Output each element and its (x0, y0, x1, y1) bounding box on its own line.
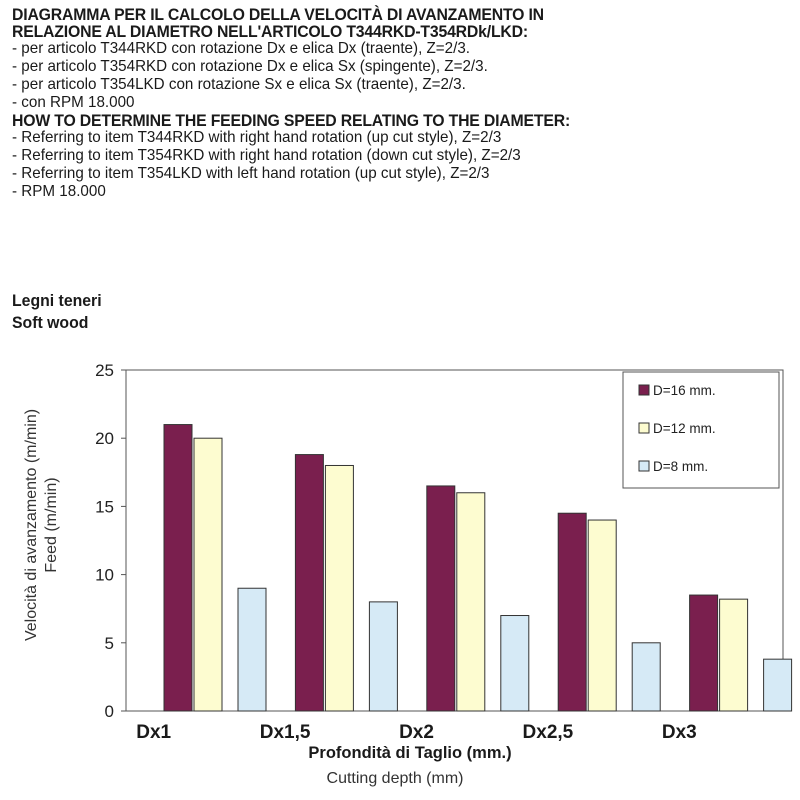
x-tick-label: Dx3 (662, 722, 697, 743)
x-tick-label: Dx2 (399, 722, 434, 743)
legend-label: D=12 mm. (653, 421, 716, 436)
english-line-2: - Referring to item T354RKD with right h… (12, 147, 521, 164)
bar (587, 519, 617, 712)
english-title: HOW TO DETERMINE THE FEEDING SPEED RELAT… (12, 111, 571, 130)
y-tick-label: 20 (95, 429, 114, 448)
bar (426, 485, 456, 712)
italian-line-2: - per articolo T354RKD con rotazione Dx … (12, 58, 488, 75)
bar (631, 642, 661, 712)
x-axis-label-english: Cutting depth (mm) (327, 770, 464, 787)
italian-line-1: - per articolo T344RKD con rotazione Dx … (12, 40, 471, 57)
italian-title-line-2: RELAZIONE AL DIAMETRO NELL'ARTICOLO T344… (12, 22, 528, 41)
y-tick-label: 10 (95, 566, 114, 585)
legend-swatch (638, 460, 650, 472)
chart-title-block: Legni teneri Soft wood (12, 290, 108, 334)
english-line-4: - RPM 18.000 (12, 183, 106, 200)
y-tick-label: 5 (105, 634, 114, 653)
y-axis-label: Velocità di avanzamento (m/min) (23, 409, 40, 641)
italian-line-3: - per articolo T354LKD con rotazione Sx … (12, 76, 466, 93)
heading-block: DIAGRAMMA PER IL CALCOLO DELLA VELOCITÀ … (12, 6, 792, 201)
chart-subtitle: Soft wood (12, 313, 89, 332)
x-tick-label: Dx1 (136, 722, 171, 743)
italian-line-4: - con RPM 18.000 (12, 94, 135, 111)
legend-label: D=16 mm. (653, 383, 716, 398)
english-line-1: - Referring to item T344RKD with right h… (12, 129, 502, 146)
bar (163, 424, 193, 712)
x-tick-label: Dx1,5 (260, 722, 311, 743)
bar (719, 598, 749, 712)
y-tick-label: 15 (95, 497, 114, 516)
bar (237, 587, 267, 712)
bar (294, 454, 324, 712)
bar (500, 615, 530, 712)
y-tick-label: 0 (105, 702, 114, 721)
legend-swatch (638, 422, 650, 434)
chart-title: Legni teneri (12, 291, 102, 310)
bar (368, 601, 398, 712)
bar (557, 512, 587, 712)
bar (689, 594, 719, 712)
legend-label: D=8 mm. (653, 459, 708, 474)
bar (324, 464, 354, 712)
x-tick-label: Dx2,5 (523, 722, 574, 743)
bar (456, 492, 486, 712)
y-axis-label-english: Feed (m/min) (43, 477, 60, 572)
y-tick-label: 25 (95, 361, 114, 380)
legend-swatch (638, 384, 650, 396)
x-axis-label: Profondità di Taglio (mm.) (308, 744, 511, 762)
bar (763, 658, 793, 712)
italian-title-line-1: DIAGRAMMA PER IL CALCOLO DELLA VELOCITÀ … (12, 5, 544, 24)
bar (193, 437, 223, 712)
english-line-3: - Referring to item T354LKD with left ha… (12, 165, 490, 182)
